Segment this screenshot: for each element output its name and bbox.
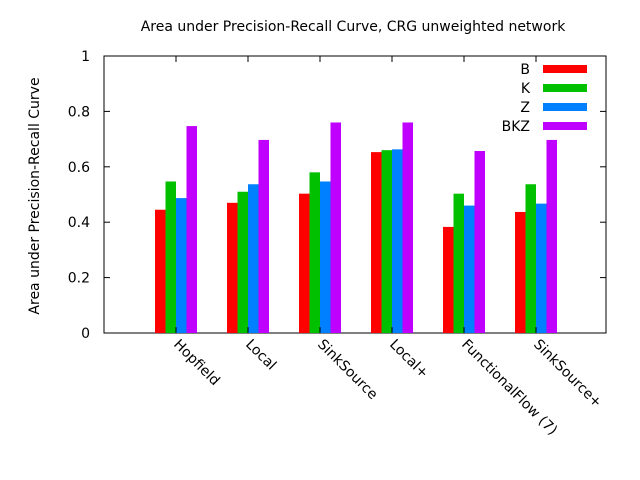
legend-swatch [543,65,587,73]
legend-label: BKZ [502,119,530,135]
y-tick-label: 0.6 [68,160,90,176]
bar [330,122,341,333]
legend-swatch [543,84,587,92]
bar [186,126,197,334]
bar [536,203,547,333]
x-tick-label: SinkSource+ [530,337,605,412]
y-tick-label: 0.8 [68,104,90,120]
y-axis-label: Area under Precision-Recall Curve [27,77,43,314]
bar [237,191,248,333]
bar [176,198,187,333]
bar [381,150,392,333]
legend-label: K [521,81,531,97]
bar [402,122,413,333]
bar [227,202,238,333]
x-tick-label: Hopfield [170,337,222,389]
legend-label: Z [520,100,530,116]
x-tick-label: Local [242,337,279,374]
legend-swatch [543,103,587,111]
bar [248,184,259,333]
bar [474,151,485,333]
plot-area: 0 0.2 0.4 0.6 0.8 1 Hopfield Local SinkSource Loc… [68,49,607,439]
bar [546,139,557,333]
bar [309,172,320,333]
x-tick-label: SinkSource [314,337,380,403]
bar [464,205,475,333]
y-tick-label: 1 [81,49,90,65]
legend-label: B [520,62,530,78]
bar [258,139,269,333]
bar [320,181,331,333]
y-tick-label: 0 [81,326,90,342]
x-tick-label: Local+ [386,337,431,382]
bar [525,184,536,333]
bar [443,226,454,333]
bar [392,149,403,333]
bar [453,193,464,333]
bar [155,209,166,333]
bar [371,152,382,333]
bar [515,211,526,333]
y-tick-label: 0.4 [68,215,90,231]
legend-swatch [543,122,587,130]
bar [299,193,310,333]
chart-title: Area under Precision-Recall Curve, CRG u… [141,19,567,35]
plot-border [103,55,607,334]
y-tick-label: 0.2 [68,271,90,287]
bar [165,181,176,333]
